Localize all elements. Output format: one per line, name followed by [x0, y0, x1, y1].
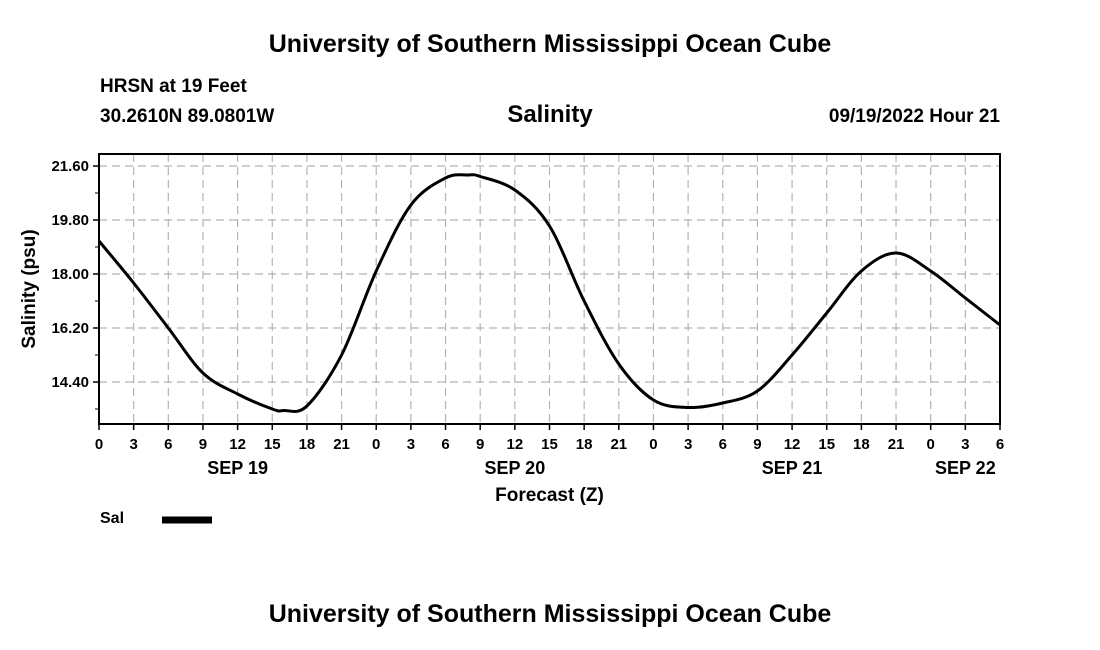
chart-title: Salinity: [507, 101, 593, 128]
x-tick-label: 3: [129, 436, 137, 453]
x-tick-label: 9: [753, 436, 761, 453]
y-tick-label: 18.00: [51, 266, 89, 283]
y-tick-label: 14.40: [51, 374, 89, 391]
x-tick-label: 15: [818, 436, 835, 453]
x-date-label: SEP 21: [762, 458, 823, 478]
salinity-chart: 14.40 16.20 18.00 19.80 21.60 0 3 6 9 12 15 18 21 0 3 6…: [19, 153, 1004, 524]
chart-title-bottom: University of Southern Mississippi Ocean…: [268, 600, 832, 628]
x-axis-label: Forecast (Z): [495, 485, 604, 506]
x-tick-label: 21: [888, 436, 905, 453]
x-date-label: SEP 20: [484, 458, 545, 478]
series-layer: [97, 173, 1001, 414]
legend-label: Sal: [100, 510, 125, 527]
x-tick-label: 12: [784, 436, 801, 453]
axes: 14.40 16.20 18.00 19.80 21.60 0 3 6 9 12 15 18 21 0 3 6…: [51, 158, 1004, 478]
x-tick-label: 9: [199, 436, 207, 453]
x-tick-label: 6: [441, 436, 449, 453]
x-tick-label: 0: [927, 436, 935, 453]
x-tick-label: 3: [407, 436, 415, 453]
x-tick-label: 3: [684, 436, 692, 453]
x-tick-label: 0: [649, 436, 657, 453]
x-tick-label: 6: [719, 436, 727, 453]
x-tick-label: 21: [333, 436, 350, 453]
x-tick-label: 18: [576, 436, 593, 453]
x-tick-label: 0: [372, 436, 380, 453]
station-label: HRSN at 19 Feet: [100, 76, 247, 97]
forecast-datetime: 09/19/2022 Hour 21: [828, 106, 1000, 127]
plot-frame: [98, 153, 1001, 425]
y-tick-label: 16.20: [51, 320, 89, 337]
x-tick-label: 12: [229, 436, 246, 453]
x-tick-label: 9: [476, 436, 484, 453]
series-line-sal: [97, 173, 1001, 414]
x-date-label: SEP 22: [935, 458, 996, 478]
x-tick-label: 18: [853, 436, 870, 453]
chart-title-top: University of Southern Mississippi Ocean…: [268, 30, 832, 58]
station-coordinates: 30.2610N 89.0801W: [100, 106, 275, 127]
x-tick-label: 18: [299, 436, 316, 453]
x-tick-label: 15: [264, 436, 281, 453]
x-tick-label: 0: [95, 436, 103, 453]
y-axis-label: Salinity (psu): [19, 229, 40, 348]
y-tick-label: 19.80: [51, 212, 89, 229]
x-tick-label: 6: [164, 436, 172, 453]
x-tick-label: 6: [996, 436, 1004, 453]
x-date-label: SEP 19: [207, 458, 268, 478]
x-tick-label: 3: [961, 436, 969, 453]
x-tick-label: 12: [507, 436, 524, 453]
x-tick-label: 21: [610, 436, 627, 453]
x-tick-label: 15: [541, 436, 558, 453]
grid-lines: [99, 154, 1000, 424]
y-tick-label: 21.60: [51, 158, 89, 175]
